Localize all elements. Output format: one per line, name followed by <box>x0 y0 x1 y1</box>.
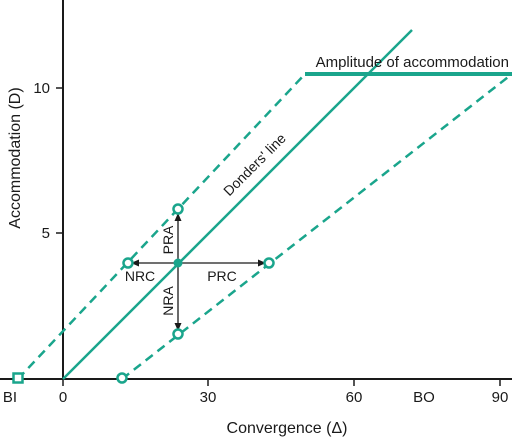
amplitude-label: Amplitude of accommodation <box>316 54 509 71</box>
x-axis-title: Convergence (Δ) <box>227 420 348 437</box>
x-tick-label-30: 30 <box>200 389 217 406</box>
x-tick-label-0: 0 <box>59 389 67 406</box>
y-tick-label-5: 5 <box>42 225 50 242</box>
y-axis-title: Accommodation (D) <box>7 87 24 228</box>
y-tick-label-10: 10 <box>33 80 50 97</box>
prc-arrowhead <box>258 259 266 267</box>
prc-label: PRC <box>207 268 237 284</box>
nra-marker <box>172 328 184 340</box>
bi-intercept-marker <box>12 372 24 384</box>
x-tick-label-60: 60 <box>346 389 363 406</box>
donders-line <box>62 29 413 380</box>
pra-label: PRA <box>160 225 176 254</box>
nrc-marker <box>122 257 134 269</box>
measurement-arrows <box>131 213 266 331</box>
lower-dashed-line <box>121 73 512 380</box>
nra-label: NRA <box>160 286 176 316</box>
origin-point-marker <box>173 258 183 268</box>
x-intercept-marker <box>116 372 128 384</box>
pra-arrowhead <box>174 213 182 221</box>
nra-arrowhead <box>174 323 182 331</box>
x-tick-label-bo: BO <box>413 389 435 406</box>
nrc-label: NRC <box>125 268 155 284</box>
x-tick-label-90: 90 <box>492 389 509 406</box>
x-tick-label-bi: BI <box>3 389 17 406</box>
nrc-arrowhead <box>131 259 139 267</box>
upper-dashed-line <box>17 73 306 380</box>
prc-marker <box>263 257 275 269</box>
pra-marker <box>172 203 184 215</box>
